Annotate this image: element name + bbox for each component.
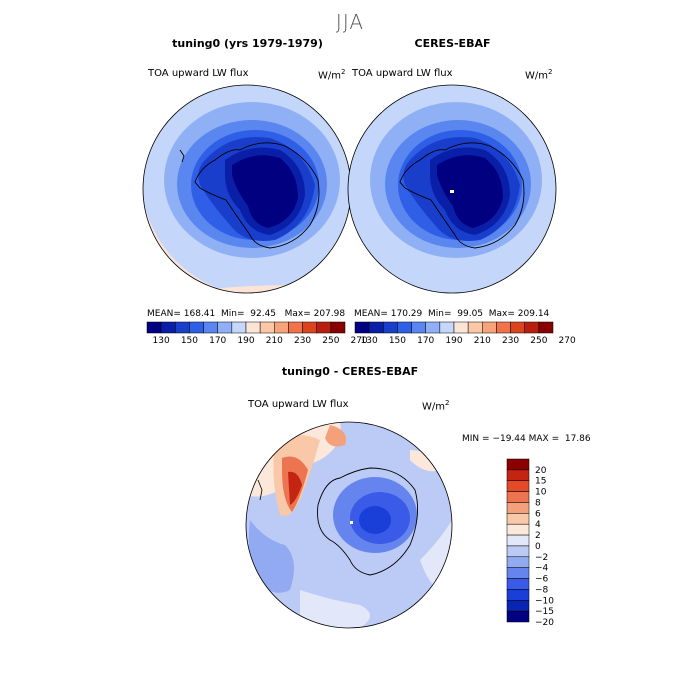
model-colorbar-swatch: [203, 321, 218, 334]
obs-colorbar-swatch: [524, 321, 540, 334]
obs-colorbar-swatch: [538, 321, 554, 334]
obs-stats: MEAN= 170.29 Min= 99.05 Max= 209.14: [354, 309, 550, 319]
obs-colorbar-tick-label: 250: [530, 336, 547, 346]
season-title: JJA: [335, 10, 365, 34]
obs-colorbar-tick-label: 210: [474, 336, 491, 346]
obs-panel-title: CERES-EBAF: [414, 37, 491, 50]
model-colorbar-tick-label: 270: [351, 336, 368, 346]
model-panel-title: tuning0 (yrs 1979-1979): [172, 37, 323, 50]
obs-colorbar-tick-label: 190: [445, 336, 462, 346]
obs-variable-label: TOA upward LW flux: [352, 68, 453, 79]
difference-map: [246, 422, 452, 628]
model-colorbar-swatch: [146, 321, 162, 334]
obs-colorbar-tick-label: 130: [361, 336, 378, 346]
difference-colorbar-swatch: [506, 610, 530, 623]
difference-colorbar-swatch: [506, 578, 530, 590]
difference-colorbar-tick-label: −4: [535, 564, 549, 574]
model-colorbar-tick-label: 230: [294, 336, 311, 346]
difference-colorbar-tick-label: −10: [535, 596, 554, 606]
model-colorbar-swatch: [189, 321, 204, 334]
obs-colorbar-swatch: [411, 321, 426, 334]
difference-colorbar-swatch: [506, 567, 530, 579]
difference-colorbar-swatch: [506, 534, 530, 547]
difference-colorbar-swatch: [506, 556, 530, 568]
obs-colorbar-swatch: [397, 321, 412, 334]
difference-colorbar-swatch: [506, 600, 530, 612]
difference-colorbar-tick-label: 8: [535, 498, 541, 508]
difference-colorbar-tick-label: −20: [535, 618, 554, 628]
difference-colorbar-tick-label: −2: [535, 553, 548, 563]
obs-map: [348, 85, 556, 293]
difference-units-label: W/m2: [422, 399, 450, 413]
model-colorbar-tick-label: 250: [322, 336, 339, 346]
difference-colorbar-tick-label: −8: [535, 585, 549, 595]
model-colorbar-swatch: [217, 321, 233, 334]
model-colorbar-tick-label: 130: [153, 336, 170, 346]
model-colorbar-swatch: [259, 321, 275, 334]
model-variable-label: TOA upward LW flux: [148, 68, 249, 79]
model-colorbar-swatch: [288, 321, 303, 334]
difference-colorbar-swatch: [506, 458, 530, 471]
difference-colorbar-tick-label: 2: [535, 531, 541, 541]
difference-stats: MIN = −19.44 MAX = 17.86: [462, 434, 591, 444]
model-colorbar-swatch: [316, 321, 332, 334]
difference-colorbar-tick-label: 10: [535, 488, 547, 498]
obs-colorbar-tick-label: 270: [559, 336, 576, 346]
difference-colorbar-swatch: [506, 502, 530, 514]
difference-colorbar-tick-label: −6: [535, 575, 549, 585]
difference-variable-label: TOA upward LW flux: [248, 399, 349, 410]
difference-colorbar-tick-label: −15: [535, 607, 554, 617]
obs-colorbar-swatch: [467, 321, 483, 334]
obs-colorbar-swatch: [439, 321, 455, 334]
model-colorbar-swatch: [274, 321, 289, 334]
difference-colorbar-tick-label: 0: [535, 542, 541, 552]
obs-colorbar-swatch: [425, 321, 441, 334]
model-units-label: W/m2: [318, 68, 346, 82]
model-map: [143, 85, 351, 293]
difference-colorbar-tick-label: 6: [535, 509, 541, 519]
model-colorbar-swatch: [245, 321, 261, 334]
model-colorbar-swatch: [302, 321, 317, 334]
model-stats: MEAN= 168.41 Min= 92.45 Max= 207.98: [147, 309, 346, 319]
model-colorbar-swatch: [231, 321, 247, 334]
model-colorbar: 130 150 170 190 210 230 250 270: [146, 321, 368, 346]
model-colorbar-tick-label: 190: [237, 336, 254, 346]
difference-colorbar-swatch: [506, 513, 530, 525]
difference-colorbar-tick-label: 20: [535, 466, 547, 476]
model-colorbar-swatch: [160, 321, 176, 334]
difference-colorbar-swatch: [506, 480, 530, 492]
obs-colorbar-swatch: [496, 321, 511, 334]
difference-colorbar-swatch: [506, 545, 530, 558]
obs-colorbar-swatch: [354, 321, 370, 334]
obs-colorbar-tick-label: 230: [502, 336, 519, 346]
model-colorbar-tick-label: 150: [181, 336, 198, 346]
obs-colorbar-swatch: [510, 321, 525, 334]
obs-colorbar-tick-label: 170: [417, 336, 434, 346]
model-colorbar-swatch: [175, 321, 190, 334]
obs-colorbar: 130 150 170 190 210 230 250 270: [354, 321, 576, 346]
difference-colorbar-swatch: [506, 589, 530, 601]
model-colorbar-tick-label: 170: [209, 336, 226, 346]
obs-colorbar-swatch: [482, 321, 497, 334]
difference-panel-title: tuning0 - CERES-EBAF: [281, 365, 419, 378]
difference-colorbar-tick-label: 4: [535, 520, 541, 530]
difference-colorbar-swatch: [506, 491, 530, 503]
obs-colorbar-tick-label: 150: [389, 336, 406, 346]
obs-units-label: W/m2: [525, 68, 553, 82]
difference-colorbar-swatch: [506, 523, 530, 536]
difference-colorbar-swatch: [506, 469, 530, 481]
model-colorbar-swatch: [330, 321, 346, 334]
obs-colorbar-swatch: [383, 321, 398, 334]
model-colorbar-tick-label: 210: [266, 336, 283, 346]
difference-colorbar-tick-label: 15: [535, 477, 546, 487]
obs-colorbar-swatch: [453, 321, 469, 334]
obs-colorbar-swatch: [368, 321, 384, 334]
